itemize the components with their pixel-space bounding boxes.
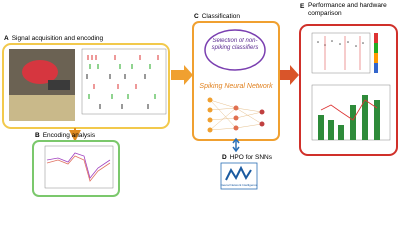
performance-plot	[311, 32, 378, 74]
panel-letter: D	[222, 154, 227, 161]
arrow-heads	[232, 137, 240, 153]
panel-title: Performance and hardware comparison	[308, 2, 387, 17]
photo	[9, 49, 75, 121]
panel-title: Encoding analysis	[43, 132, 96, 139]
raster-plot	[81, 48, 167, 115]
panel-letter: E	[300, 3, 305, 10]
panel-a-box	[2, 43, 170, 129]
panel-title: HPO for SNNs	[230, 154, 273, 161]
panel-title: Classification	[202, 13, 241, 20]
panel-title: Signal acquisition and encoding	[12, 35, 104, 42]
panel-a-title: A Signal acquisition and encoding	[4, 35, 104, 42]
panel-b-title: B Encoding analysis	[35, 132, 96, 139]
arrow	[280, 65, 299, 85]
nni-logo	[225, 165, 252, 181]
nni-logo-box	[220, 162, 258, 190]
panel-b-box	[32, 140, 120, 197]
encoding-plot	[44, 145, 114, 189]
panel-e-box	[299, 24, 398, 156]
nni-text: Neural Network Intelligence	[221, 183, 258, 187]
panel-letter: A	[4, 35, 9, 42]
panel-e-title-box: Performance and hardware comparison	[308, 2, 387, 17]
panel-letter: B	[35, 132, 40, 139]
snn-label: Spiking Neural Network	[199, 83, 273, 90]
panel-e-letter-line: E	[300, 3, 305, 10]
network	[207, 97, 265, 133]
panel-d-title: D HPO for SNNs	[222, 154, 273, 161]
classifier-ellipse	[204, 29, 266, 71]
hardware-plot	[311, 84, 391, 141]
figure: A Signal acquisition and encoding B Encodi…	[2, 2, 398, 197]
panel-letter: C	[194, 13, 199, 20]
arrow	[171, 65, 193, 85]
classifier-text-box: Selection of non-spiking classifiers	[211, 38, 259, 51]
panel-c-title: C Classification	[194, 13, 240, 20]
classifier-text: Selection of non-spiking classifiers	[211, 38, 259, 51]
